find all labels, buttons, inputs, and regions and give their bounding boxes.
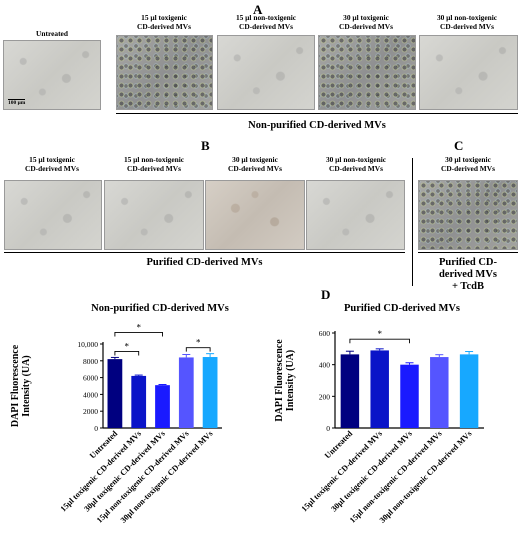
significance-label: * [196,338,201,348]
bar-0 [340,354,360,428]
y-tick-label: 600 [319,329,331,338]
row-b-caption-3: 30 µl toxigenic CD-derived MVs [228,155,282,173]
y-tick-label: 400 [319,361,331,370]
row-a-caption-3: 30 µl toxigenic CD-derived MVs [339,13,393,31]
micrograph-a-15-toxigenic [116,35,213,110]
bar-4 [459,354,479,428]
panel-label-b: B [201,138,210,153]
micrograph-a-30-toxigenic [318,35,416,110]
y-axis-label: DAPI FluorescenceIntensity (UA) [274,339,296,422]
micrograph-a-30-non-toxigenic [419,35,518,110]
micrograph-b-15-toxigenic [4,180,102,250]
significance-bracket [349,338,410,344]
y-tick-label: 0 [326,424,330,433]
y-tick-label: 6000 [83,374,98,383]
y-tick-label: 8000 [83,357,98,366]
row-b-caption-4: 30 µl non-toxigenic CD-derived MVs [325,155,387,173]
panel-label-d: D [321,287,331,302]
scale-bar: 100 μm [8,99,26,106]
micrograph-b-15-non-toxigenic [104,180,204,250]
chart-non-purified: Non-purified CD-derived MVs DAPI Fluoresc… [10,303,229,525]
bar-2 [400,364,419,428]
bar-1 [370,350,389,428]
micrograph-b-30-toxigenic [205,180,305,250]
y-tick-label: 2000 [83,407,98,416]
significance-label: * [377,329,382,339]
significance-bracket [114,331,163,337]
significance-bracket [114,350,140,356]
bar-3 [178,357,194,428]
y-tick-label: 4000 [83,390,98,399]
micrograph-a-15-non-toxigenic [217,35,315,110]
row-b-caption-1: 15 µl toxigenic CD-derived MVs [25,155,79,173]
micrograph-untreated: 100 μm [3,40,101,110]
y-tick-label: 200 [319,392,331,401]
panel-c-separator [412,158,413,286]
significance-label: * [136,322,141,332]
y-axis-label: DAPI FluorescenceIntensity (UA) [10,344,32,427]
chart-title: Non-purified CD-derived MVs [91,303,229,314]
row-a-section-label: Non-purified CD-derived MVs [248,120,386,131]
y-tick-label: 10,000 [77,340,98,349]
panel-c-divider [418,252,518,253]
bar-1 [131,375,147,428]
bar-0 [107,359,123,428]
row-b-divider [4,252,405,253]
row-b-section-label: Purified CD-derived MVs [146,257,263,268]
row-b-caption-2: 15 µl non-toxigenic CD-derived MVs [123,155,185,173]
row-a-caption-1: 15 µl toxigenic CD-derived MVs [137,13,191,31]
bar-4 [202,357,218,428]
significance-label: * [125,341,130,351]
y-tick-label: 0 [94,424,98,433]
row-a-caption-4: 30 µl non-toxigenic CD-derived MVs [436,13,498,31]
untreated-caption: Untreated [36,29,68,38]
chart-title: Purified CD-derived MVs [344,303,460,314]
panel-c-caption: 30 µl toxigenic CD-derived MVs [441,155,495,173]
panel-label-c: C [454,138,464,153]
bar-2 [155,385,170,428]
panel-label-a: A [253,2,263,17]
row-a-divider [116,113,518,114]
row-a-caption-2: 15 µl non-toxigenic CD-derived MVs [235,13,297,31]
micrograph-b-30-non-toxigenic [306,180,405,250]
bar-3 [430,357,449,428]
chart-purified: Purified CD-derived MVs DAPI Fluorescence… [274,303,484,525]
panel-c-section-label: Purified CD- derived MVs + TcdB [438,257,498,292]
micrograph-c-30-toxigenic-tcdb [418,180,518,250]
significance-bracket [185,347,211,352]
